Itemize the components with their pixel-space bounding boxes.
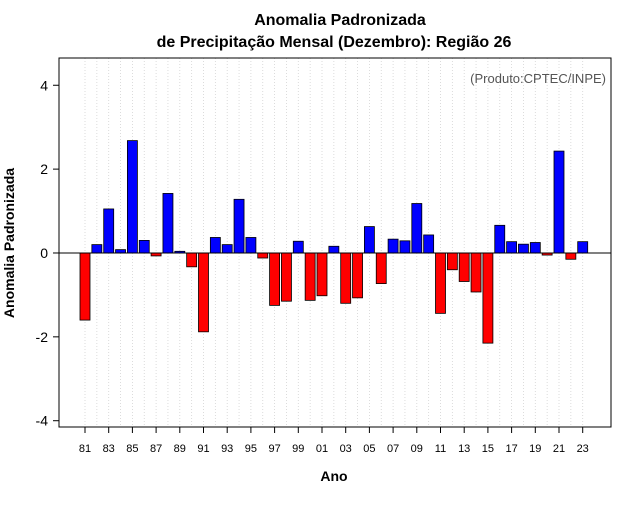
- bar-08: [399, 240, 411, 254]
- bar-13: [458, 252, 470, 282]
- x-tick-label: 03: [340, 443, 352, 455]
- bar-82: [91, 244, 103, 254]
- bar-93: [221, 244, 233, 254]
- x-tick-label: 09: [411, 443, 423, 455]
- x-tick-label: 17: [505, 443, 517, 455]
- bar-09: [411, 203, 423, 254]
- x-tick-label: 91: [197, 443, 209, 455]
- bar-03: [340, 252, 352, 304]
- y-tick-label: 0: [40, 245, 48, 261]
- bar-10: [423, 234, 435, 254]
- x-tick-label: 13: [458, 443, 470, 455]
- bar-86: [138, 240, 150, 254]
- bar-14: [470, 252, 482, 293]
- bar-02: [328, 245, 340, 254]
- x-tick-label: 87: [150, 443, 162, 455]
- bar-19: [529, 242, 541, 254]
- bar-11: [435, 252, 446, 314]
- bar-97: [269, 252, 281, 306]
- x-tick-label: 97: [268, 443, 280, 455]
- bar-99: [292, 240, 304, 254]
- bar-23: [577, 241, 589, 254]
- credit-label: (Produto:CPTEC/INPE): [470, 71, 606, 86]
- x-tick-label: 07: [387, 443, 399, 455]
- x-tick-label: 21: [553, 443, 565, 455]
- bar-91: [198, 252, 209, 333]
- bar-15: [482, 252, 494, 344]
- chart-subtitle: de Precipitação Mensal (Dezembro): Regiã…: [157, 34, 512, 51]
- x-tick-label: 05: [363, 443, 375, 455]
- x-tick-label: 11: [435, 443, 446, 455]
- y-tick-label: 2: [40, 161, 48, 177]
- x-tick-label: 85: [126, 443, 138, 455]
- bar-18: [518, 243, 529, 254]
- bar-84: [115, 249, 126, 254]
- bar-06: [375, 252, 387, 284]
- x-tick-label: 15: [482, 443, 494, 455]
- bar-88: [162, 193, 174, 254]
- x-axis: 81 83 85 87 89 91 93 95 97 99 01 03 05 07 09 11 13 15 17 19…: [79, 427, 589, 455]
- bar-04: [352, 252, 363, 299]
- x-tick-label: 99: [292, 443, 304, 455]
- x-tick-label: 23: [577, 443, 589, 455]
- y-axis: -4 -2 0 2 4: [36, 77, 59, 429]
- x-tick-label: 01: [316, 443, 328, 455]
- bar-05: [363, 226, 375, 254]
- y-tick-label: -2: [36, 329, 49, 345]
- x-axis-title: Ano: [320, 468, 347, 484]
- bar-17: [506, 241, 518, 254]
- bar-98: [281, 252, 292, 302]
- x-tick-label: 89: [174, 443, 186, 455]
- y-axis-title: Anomalia Padronizada: [1, 168, 17, 318]
- x-tick-label: 81: [79, 443, 91, 455]
- x-tick-label: 19: [529, 443, 541, 455]
- bar-95: [245, 237, 257, 254]
- x-tick-label: 83: [103, 443, 115, 455]
- x-tick-label: 93: [221, 443, 233, 455]
- x-tick-label: 95: [245, 443, 257, 455]
- bar-00: [304, 252, 316, 301]
- bar-81: [79, 252, 91, 321]
- bar-94: [233, 198, 245, 254]
- bar-83: [103, 208, 115, 254]
- bar-21: [553, 150, 565, 254]
- bar-92: [209, 237, 221, 254]
- bar-01: [316, 252, 328, 297]
- bar-07: [387, 238, 399, 254]
- y-tick-label: 4: [40, 77, 48, 93]
- bars: [79, 140, 589, 344]
- bar-96: [257, 252, 269, 259]
- plot-frame: [58, 57, 612, 428]
- chart-title: Anomalia Padronizada: [254, 12, 426, 29]
- bar-12: [446, 252, 458, 271]
- bar-85: [127, 140, 138, 254]
- bar-90: [186, 252, 198, 268]
- y-tick-label: -4: [36, 413, 49, 429]
- bar-16: [494, 224, 506, 254]
- bar-22: [565, 252, 577, 260]
